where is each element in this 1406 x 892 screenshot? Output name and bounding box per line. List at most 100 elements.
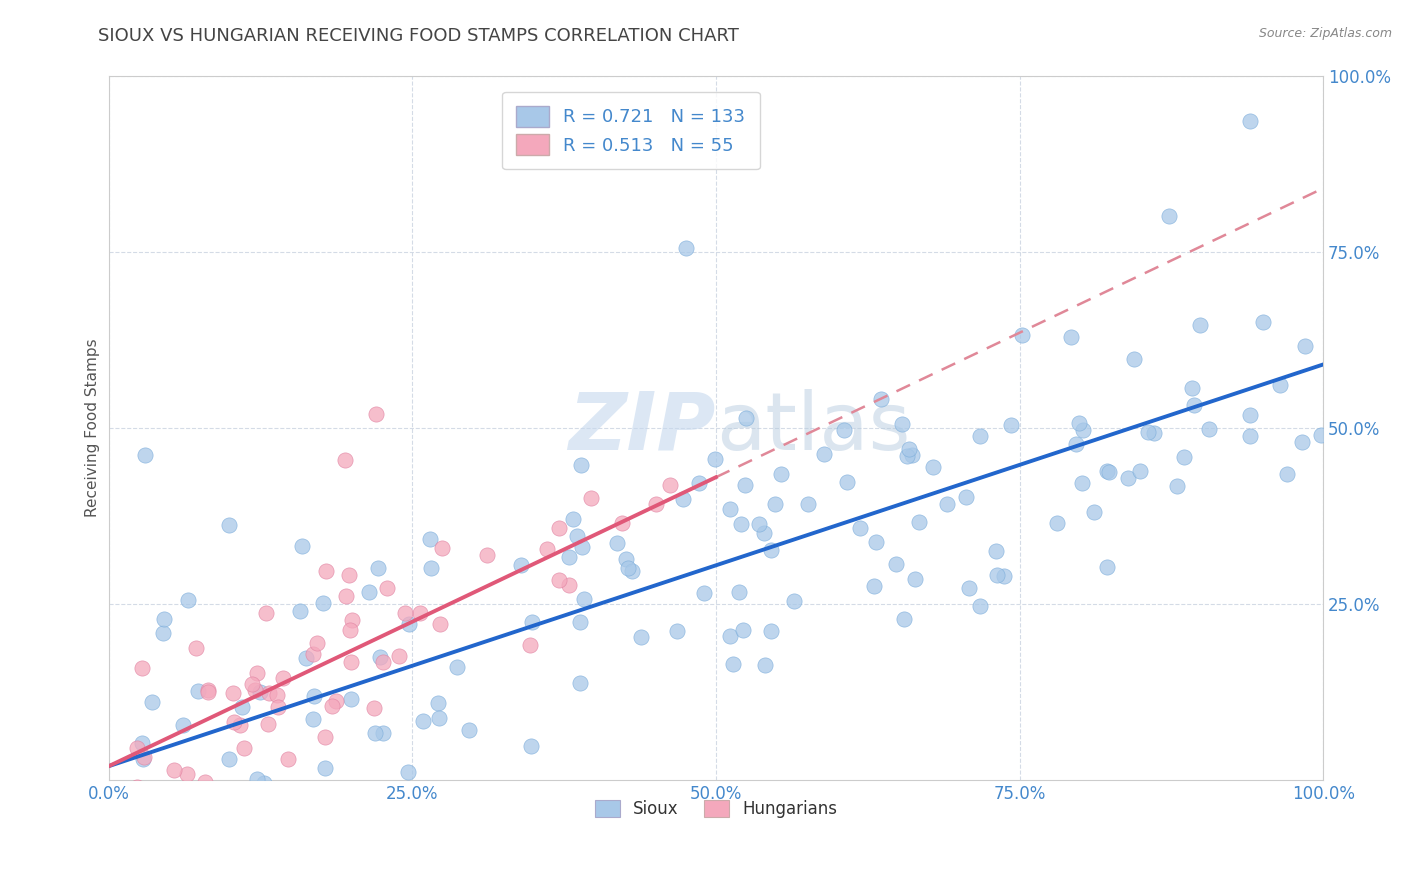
Point xyxy=(231,700,253,714)
Point xyxy=(194,775,217,789)
Point xyxy=(325,694,347,708)
Point xyxy=(1129,464,1152,478)
Point xyxy=(335,589,357,603)
Point xyxy=(134,448,156,462)
Point xyxy=(731,624,754,638)
Point xyxy=(969,599,991,613)
Point xyxy=(141,695,163,709)
Legend: Sioux, Hungarians: Sioux, Hungarians xyxy=(588,793,844,825)
Point xyxy=(898,442,921,457)
Point xyxy=(754,658,776,673)
Point xyxy=(233,741,256,756)
Point xyxy=(277,752,299,766)
Point xyxy=(153,612,176,626)
Point xyxy=(672,491,695,506)
Point xyxy=(394,607,416,621)
Point xyxy=(1268,377,1291,392)
Point xyxy=(412,714,434,728)
Point xyxy=(302,712,325,726)
Point xyxy=(770,467,793,481)
Point xyxy=(893,612,915,626)
Point xyxy=(396,765,419,780)
Point xyxy=(1275,467,1298,481)
Point xyxy=(371,725,394,739)
Point xyxy=(127,740,149,755)
Point xyxy=(321,699,343,714)
Point xyxy=(375,581,398,595)
Y-axis label: Receiving Food Stamps: Receiving Food Stamps xyxy=(86,339,100,517)
Point xyxy=(703,452,725,467)
Point xyxy=(311,597,333,611)
Point xyxy=(152,625,174,640)
Point xyxy=(574,592,596,607)
Point xyxy=(253,776,276,790)
Point xyxy=(728,585,751,599)
Point xyxy=(1157,210,1180,224)
Point xyxy=(271,671,294,685)
Point xyxy=(763,497,786,511)
Point xyxy=(1098,466,1121,480)
Point xyxy=(243,682,266,697)
Point xyxy=(429,617,451,632)
Point xyxy=(1239,429,1261,443)
Point xyxy=(1046,516,1069,530)
Point xyxy=(562,511,585,525)
Point xyxy=(723,657,745,672)
Point xyxy=(1137,425,1160,439)
Point xyxy=(675,241,697,255)
Point xyxy=(558,549,581,564)
Point xyxy=(614,551,637,566)
Point xyxy=(730,516,752,531)
Point xyxy=(957,581,980,595)
Point xyxy=(813,447,835,461)
Point xyxy=(367,561,389,575)
Point xyxy=(783,594,806,608)
Point xyxy=(364,726,387,740)
Point xyxy=(1173,450,1195,465)
Point xyxy=(1011,328,1033,343)
Point xyxy=(759,543,782,558)
Point xyxy=(340,656,363,670)
Point xyxy=(364,407,387,421)
Point xyxy=(184,641,207,656)
Point xyxy=(1291,434,1313,449)
Point xyxy=(1181,382,1204,396)
Point xyxy=(659,477,682,491)
Point xyxy=(621,564,644,578)
Point xyxy=(295,651,318,665)
Point xyxy=(904,572,927,586)
Point xyxy=(125,780,148,795)
Point xyxy=(984,543,1007,558)
Point xyxy=(249,685,271,699)
Point xyxy=(1253,315,1275,329)
Point xyxy=(1069,417,1091,431)
Point xyxy=(1000,417,1022,432)
Point xyxy=(335,452,357,467)
Point xyxy=(176,767,198,781)
Point xyxy=(187,683,209,698)
Point xyxy=(398,616,420,631)
Point xyxy=(693,586,716,600)
Point xyxy=(718,502,741,516)
Point xyxy=(922,460,945,475)
Point xyxy=(606,535,628,549)
Point xyxy=(290,604,312,618)
Point xyxy=(131,751,153,765)
Point xyxy=(1189,318,1212,333)
Point xyxy=(368,649,391,664)
Point xyxy=(665,624,688,638)
Point xyxy=(357,585,380,599)
Point xyxy=(388,649,411,664)
Point xyxy=(862,578,884,592)
Point xyxy=(302,647,325,661)
Point xyxy=(908,515,931,529)
Point xyxy=(1166,479,1188,493)
Point xyxy=(936,497,959,511)
Point xyxy=(993,568,1015,582)
Point xyxy=(245,665,267,680)
Point xyxy=(267,700,290,714)
Point xyxy=(718,629,741,643)
Point xyxy=(132,749,155,764)
Point xyxy=(835,475,858,490)
Point xyxy=(229,717,252,731)
